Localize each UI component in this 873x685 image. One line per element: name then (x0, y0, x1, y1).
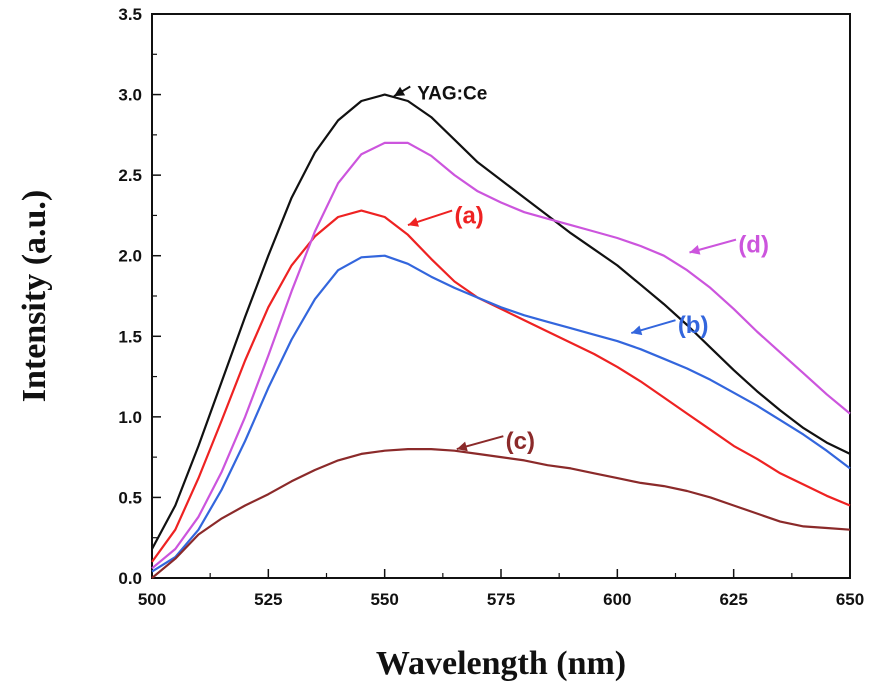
annotation-arrowhead (631, 325, 643, 336)
series-line-c (151, 448, 851, 579)
annotation-label: (a) (454, 202, 483, 229)
y-tick-label: 3.5 (118, 5, 142, 24)
series-line-b (151, 254, 851, 573)
series-lines (151, 93, 851, 579)
y-axis-ticks: 0.0 0.5 1.0 1.5 2.0 2.5 3.0 3.5 (118, 5, 161, 588)
x-axis-ticks: 500 525 550 575 600 625 650 (138, 569, 864, 609)
series-line-a (151, 209, 851, 563)
x-tick-label: 550 (370, 590, 398, 609)
annotation-arrowhead (393, 86, 406, 97)
annotation-label: (b) (678, 312, 709, 339)
x-tick-label: 600 (603, 590, 631, 609)
x-axis-title: Wavelength (nm) (376, 645, 626, 682)
y-tick-label: 3.0 (118, 86, 142, 105)
x-tick-label: 575 (487, 590, 515, 609)
series-line-yag-ce (151, 93, 851, 550)
y-tick-label: 0.5 (118, 488, 142, 507)
series-annotations: YAG:Ce (a) (b) (c) (d) (393, 83, 769, 455)
y-tick-label: 2.5 (118, 166, 142, 185)
y-axis-title: Intensity (a.u.) (16, 190, 53, 403)
series-line-d (151, 141, 851, 570)
y-tick-label: 2.0 (118, 247, 142, 266)
x-tick-label: 525 (254, 590, 282, 609)
y-tick-label: 1.0 (118, 408, 142, 427)
annotation-arrowhead (407, 217, 419, 227)
y-tick-label: 0.0 (118, 569, 142, 588)
x-tick-label: 500 (138, 590, 166, 609)
annotation-label: (c) (506, 428, 535, 455)
annotation-label: (d) (738, 231, 769, 258)
y-tick-label: 1.5 (118, 327, 142, 346)
x-tick-label: 650 (836, 590, 864, 609)
x-tick-label: 625 (719, 590, 747, 609)
annotation-label: YAG:Ce (417, 83, 487, 104)
annotation-arrowhead (456, 441, 468, 452)
annotation-arrowhead (689, 245, 701, 255)
plot-frame (151, 13, 851, 579)
